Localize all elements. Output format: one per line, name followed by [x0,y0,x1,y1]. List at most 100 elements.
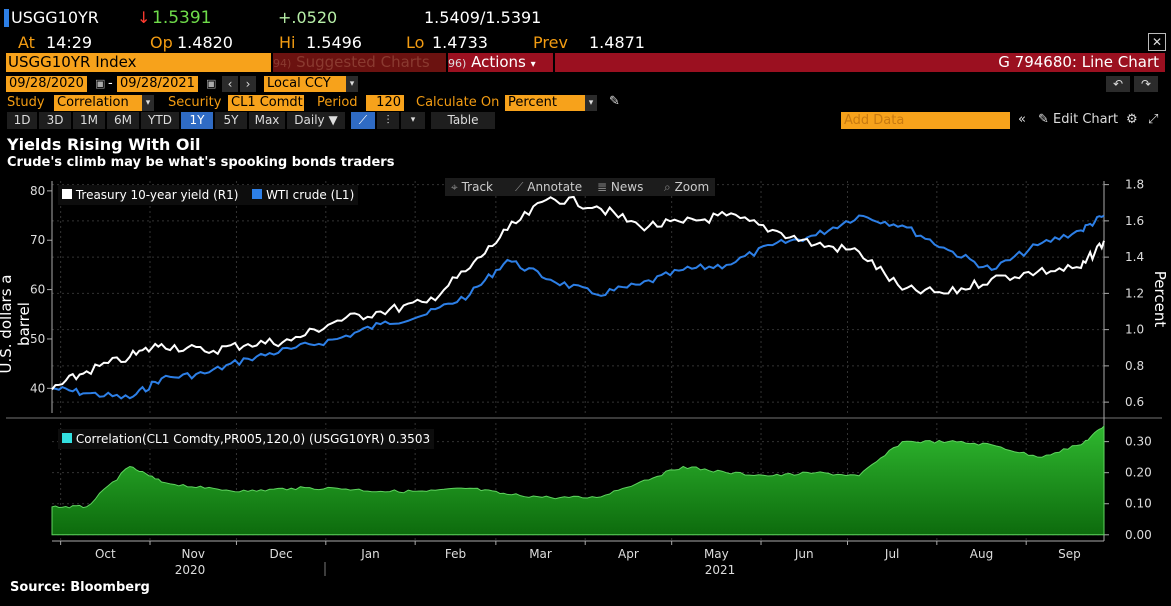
security-input[interactable]: CL1 Comdt [228,95,304,111]
prev-value: 1.4871 [589,33,645,52]
collapse-icon[interactable]: « [1018,112,1026,127]
title-bar: USGG10YR Index 94) Suggested Charts 96) … [6,53,1165,72]
legend-swatch-correlation [62,433,72,443]
track-button[interactable]: ⌖ Track [451,178,493,196]
chart-canvas[interactable]: 0.6 0.8 1.0 1.2 1.4 1.6 1.8 40 50 60 70 80 0.30 0.20 0… [0,170,1171,580]
x-tick-label: Feb [445,547,466,561]
add-data-input[interactable]: Add Data [841,112,1010,129]
correlation-area [51,424,1105,536]
news-label: News [610,180,644,194]
security-field[interactable]: USGG10YR Index [6,53,271,72]
legend-wti: WTI crude (L1) [266,188,355,202]
table-button[interactable]: Table [431,112,495,129]
date-to-field[interactable]: 09/28/2021 [117,76,198,92]
close-icon[interactable]: ✕ [1148,33,1166,51]
y-tick-label-left: 60 [30,283,45,297]
correlation-tick-label: 0.00 [1125,528,1152,542]
news-icon: ≣ [597,180,608,194]
chart-type-dropdown-icon[interactable]: ▾ [401,112,425,129]
ticker-marker [4,9,9,27]
frequency-label: Daily [294,113,325,127]
correlation-tick-label: 0.20 [1125,466,1152,480]
next-period-button[interactable]: › [240,76,256,92]
x-tick-label: Oct [95,547,116,561]
chart-toolbar: ⌖ Track ⟋ Annotate ≣ News ⌕ Zoom [445,178,715,196]
x-tick-label: Mar [529,547,552,561]
y-tick-label-right: 1.8 [1125,178,1144,192]
tab-3d[interactable]: 3D [39,112,71,129]
edit-chart-button[interactable]: ✎ Edit Chart [1038,112,1118,128]
study-label: Study [7,95,45,110]
settings-icon[interactable]: ⚙ [1126,112,1138,127]
bar-chart-icon[interactable]: ⫶ [377,112,399,129]
study-select[interactable]: Correlation [54,95,142,111]
last-price: 1.5391 [152,8,212,28]
calendar-icon[interactable]: ▣ [95,77,106,90]
y-axis-left-title: U.S. dollars a barrel [0,275,33,374]
annotate-label: Annotate [527,180,583,194]
correlation-tick-label: 0.10 [1125,497,1152,511]
frequency-select[interactable]: Daily ▼ [287,112,345,129]
y-tick-label-right: 1.2 [1125,286,1144,300]
actions-button[interactable]: 96) Actions ▾ [448,53,553,72]
line-chart-icon[interactable]: ⟋ [351,112,375,129]
tab-ytd[interactable]: YTD [141,112,179,129]
y-tick-label-right: 1.4 [1125,250,1144,264]
wti-crude-line [51,214,1105,400]
study-dropdown-icon[interactable]: ▾ [142,95,154,111]
y-tick-label-left: 70 [30,233,45,247]
zoom-button[interactable]: ⌕ Zoom [664,178,709,196]
y-tick-label-right: 0.8 [1125,359,1144,373]
high-label: Hi [279,33,296,52]
calculate-on-label: Calculate On [416,95,500,110]
tab-max[interactable]: Max [249,112,285,129]
y-tick-label-right: 0.6 [1125,395,1144,409]
calculate-on-select[interactable]: Percent [505,95,587,111]
x-tick-label: Apr [618,547,639,561]
actions-icon: 96) [448,57,467,70]
undo-icon[interactable]: ↶ [1106,76,1130,92]
y-axis-right-title: Percent [1151,270,1169,328]
net-change: +.0520 [278,8,338,27]
x-tick-label: May [704,547,729,561]
redo-icon[interactable]: ↷ [1134,76,1158,92]
calculate-on-dropdown-icon[interactable]: ▾ [585,95,597,111]
expand-icon[interactable]: ⤢ [1148,112,1159,127]
security-label: Security [168,95,222,110]
low-label: Lo [406,33,425,52]
edit-chart-label: Edit Chart [1053,112,1119,127]
currency-select[interactable]: Local CCY [264,76,352,92]
pencil-icon[interactable]: ✎ [609,94,620,109]
y-tick-label-left: 50 [30,332,45,346]
date-from-field[interactable]: 09/28/2020 [6,76,87,92]
x-year-label: 2021 [705,563,736,577]
tab-1m[interactable]: 1M [73,112,105,129]
caret-down-icon: ▾ [530,59,536,70]
period-input[interactable]: 120 [366,95,404,111]
quote-time: 14:29 [46,33,93,52]
legend-swatch-treasury [62,189,72,199]
crosshair-icon: ⌖ [451,180,458,194]
suggested-charts-button[interactable]: 94) Suggested Charts [273,53,446,72]
news-button[interactable]: ≣ News [597,178,643,196]
legend-correlation: Correlation(CL1 Comdty,PR005,120,0) (USG… [58,429,435,449]
currency-dropdown-icon[interactable]: ▾ [346,76,358,92]
tab-1y[interactable]: 1Y [181,112,213,129]
date-separator: - [108,76,113,91]
legend-main: Treasury 10-year yield (R1) WTI crude (L… [58,185,359,205]
tab-5y[interactable]: 5Y [215,112,247,129]
open-label: Op [150,33,173,52]
chart-id-bar: G 794680: Line Chart [555,53,1165,72]
calendar-icon[interactable]: ▣ [206,77,217,90]
legend-treasury: Treasury 10-year yield (R1) [75,188,239,202]
correlation-label: Correlation(CL1 Comdty,PR005,120,0) (USG… [75,432,431,446]
tab-1d[interactable]: 1D [7,112,37,129]
prev-period-button[interactable]: ‹ [222,76,238,92]
chart-title: Yields Rising With Oil [7,135,201,154]
x-tick-label: Jul [884,547,899,561]
annotate-button[interactable]: ⟋ Annotate [515,178,582,196]
zoom-label: Zoom [674,180,710,194]
ticker-symbol[interactable]: USGG10YR [11,8,99,27]
x-tick-label: Dec [270,547,293,561]
tab-6m[interactable]: 6M [107,112,139,129]
